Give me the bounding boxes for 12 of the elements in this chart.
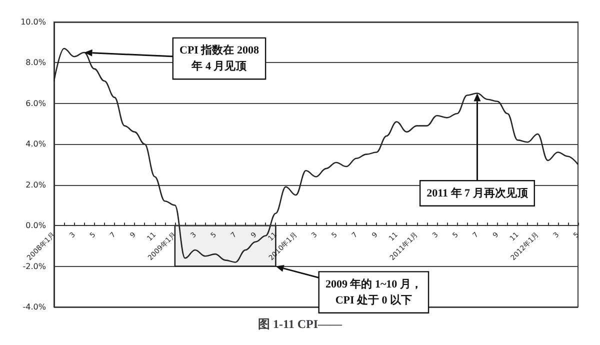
- annotation: 2011 年 7 月再次见顶: [426, 186, 529, 200]
- y-tick-label: 4.0%: [26, 140, 46, 149]
- y-tick-label: 0.0%: [26, 221, 46, 230]
- y-tick-label: -2.0%: [22, 262, 46, 271]
- y-tick-label: 6.0%: [26, 98, 46, 108]
- annotation: 2009 年的 1~10 月， CPI 处于 0 以下: [325, 277, 422, 306]
- y-tick-label: -4.0%: [22, 302, 46, 312]
- y-tick-label: 8.0%: [26, 58, 46, 68]
- annotation: CPI 指数在 2008 年 4 月见顶: [180, 44, 260, 73]
- y-tick-label: 10.0%: [20, 18, 46, 26]
- y-tick-label: 2.0%: [26, 180, 46, 190]
- text: 图 1-11 CPI——: [258, 317, 343, 331]
